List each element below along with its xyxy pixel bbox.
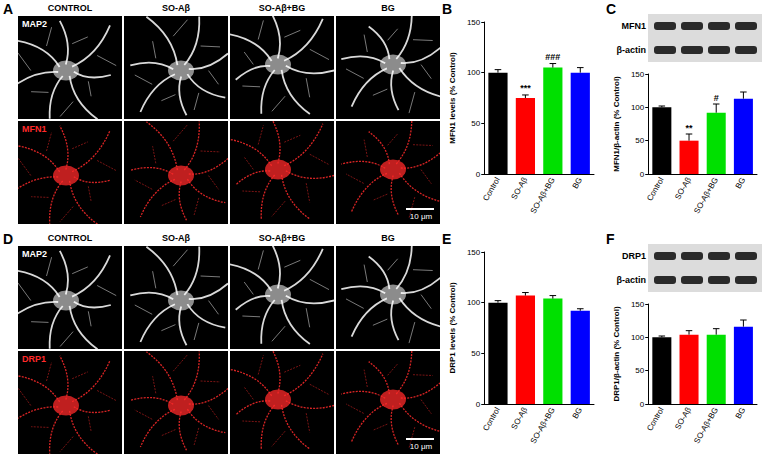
- svg-text:Control: Control: [645, 176, 666, 203]
- svg-text:50: 50: [471, 349, 480, 358]
- svg-text:0: 0: [640, 400, 645, 409]
- svg-text:MFN1/β-actin (% Control): MFN1/β-actin (% Control): [612, 76, 621, 172]
- svg-text:BG: BG: [571, 406, 585, 420]
- html-text:SO-Aβ+BG: SO-Aβ+BG: [258, 3, 306, 13]
- svg-text:SO-Aβ+BG: SO-Aβ+BG: [692, 406, 720, 445]
- html-text:10 μm: 10 μm: [409, 212, 433, 221]
- html-text:CONTROL: CONTROL: [47, 3, 93, 13]
- svg-text:SO-Aβ+BG: SO-Aβ+BG: [529, 176, 557, 215]
- svg-text:SO-Aβ: SO-Aβ: [509, 175, 529, 201]
- html-text:MFN1: MFN1: [621, 21, 646, 31]
- html-text:A: A: [3, 1, 14, 17]
- svg-text:Control: Control: [481, 176, 502, 203]
- html-text:SO-Aβ: SO-Aβ: [162, 233, 190, 243]
- svg-text:SO-Aβ+BG: SO-Aβ+BG: [529, 406, 557, 445]
- svg-text:**: **: [686, 123, 694, 133]
- html-text:β-actin: β-actin: [616, 45, 646, 55]
- svg-text:###: ###: [545, 52, 560, 62]
- svg-text:100: 100: [467, 298, 481, 307]
- html-text:DRP1: DRP1: [622, 251, 646, 261]
- svg-text:SO-Aβ+BG: SO-Aβ+BG: [692, 176, 720, 215]
- svg-text:100: 100: [631, 103, 645, 112]
- svg-text:SO-Aβ: SO-Aβ: [673, 175, 693, 201]
- svg-text:BG: BG: [571, 176, 585, 190]
- html-text:DRP1: DRP1: [22, 354, 46, 364]
- svg-text:SO-Aβ: SO-Aβ: [673, 405, 693, 431]
- html-text:MAP2: MAP2: [22, 19, 47, 29]
- html-text:F: F: [606, 231, 615, 247]
- svg-text:0: 0: [640, 170, 645, 179]
- svg-text:100: 100: [631, 333, 645, 342]
- html-text:B: B: [442, 1, 453, 17]
- html-text:10 μm: 10 μm: [409, 442, 433, 451]
- svg-text:#: #: [714, 93, 719, 103]
- svg-text:50: 50: [635, 136, 644, 145]
- html-text:SO-Aβ: SO-Aβ: [162, 3, 190, 13]
- html-text:MAP2: MAP2: [22, 249, 47, 259]
- html-text:D: D: [3, 231, 14, 247]
- svg-text:150: 150: [467, 18, 481, 27]
- html-text:C: C: [606, 1, 617, 17]
- html-text:E: E: [442, 231, 452, 247]
- svg-text:DRP1/β-actin (% Control): DRP1/β-actin (% Control): [612, 306, 621, 401]
- svg-text:DRP1 levels (% Control): DRP1 levels (% Control): [448, 282, 457, 373]
- svg-text:MFN1 levels (% Control): MFN1 levels (% Control): [448, 52, 457, 144]
- html-text:MFN1: MFN1: [22, 124, 47, 134]
- svg-text:Control: Control: [481, 406, 502, 433]
- html-text:BG: BG: [381, 3, 395, 13]
- svg-text:50: 50: [471, 119, 480, 128]
- svg-text:SO-Aβ: SO-Aβ: [509, 405, 529, 431]
- svg-text:150: 150: [631, 300, 645, 309]
- svg-text:BG: BG: [734, 176, 748, 190]
- svg-text:150: 150: [467, 248, 481, 257]
- svg-text:***: ***: [520, 83, 531, 93]
- svg-text:150: 150: [631, 70, 645, 79]
- html-text:SO-Aβ+BG: SO-Aβ+BG: [258, 233, 306, 243]
- svg-text:BG: BG: [734, 406, 748, 420]
- html-text:BG: BG: [381, 233, 395, 243]
- svg-text:0: 0: [476, 400, 481, 409]
- svg-text:Control: Control: [645, 406, 666, 433]
- svg-text:0: 0: [476, 170, 481, 179]
- html-text:CONTROL: CONTROL: [47, 233, 93, 243]
- svg-text:100: 100: [467, 68, 481, 77]
- svg-text:50: 50: [635, 366, 644, 375]
- html-text:β-actin: β-actin: [616, 275, 646, 285]
